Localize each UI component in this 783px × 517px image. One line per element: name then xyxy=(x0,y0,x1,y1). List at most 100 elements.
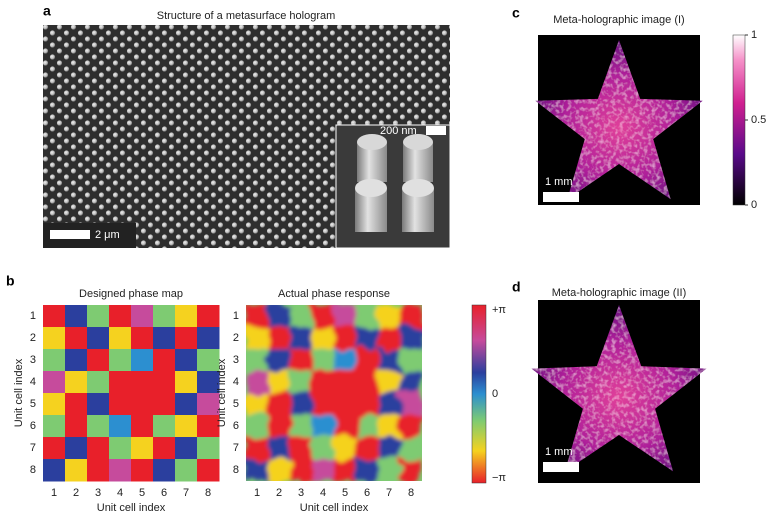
phase-cell xyxy=(65,393,88,416)
phase-cell xyxy=(43,459,66,482)
colorbar xyxy=(732,34,746,206)
phase-cell xyxy=(131,459,154,482)
phase-cell xyxy=(290,415,313,438)
phase-cell xyxy=(334,393,357,416)
phase-cell xyxy=(312,327,335,350)
phase-cell xyxy=(334,327,357,350)
x-tick-label: 2 xyxy=(73,487,79,499)
phase-cell xyxy=(312,459,335,481)
y-tick-label: 3 xyxy=(233,354,239,366)
phase-cell xyxy=(153,371,176,394)
phase-cell xyxy=(43,393,66,416)
phase-cell xyxy=(65,349,88,372)
phase-cell xyxy=(356,305,379,328)
y-tick-label: 5 xyxy=(30,398,36,410)
colorbar-label: 0 xyxy=(492,388,498,400)
phase-cell xyxy=(197,459,220,482)
phase-cell xyxy=(65,415,88,438)
phase-cell xyxy=(43,415,66,438)
phase-cell xyxy=(246,393,269,416)
colorbar-label: −π xyxy=(492,472,506,484)
phase-cell xyxy=(246,327,269,350)
scale-bar-label: 2 μm xyxy=(95,229,120,241)
phase-cell xyxy=(268,305,291,328)
phase-cell xyxy=(175,415,198,438)
phase-cell xyxy=(109,305,132,328)
phase-cell xyxy=(109,349,132,372)
panel-title: Meta-holographic image (I) xyxy=(553,14,684,26)
phase-cell xyxy=(153,327,176,350)
panel-label: c xyxy=(512,5,520,21)
phase-cell xyxy=(43,305,66,328)
phase-cell xyxy=(268,393,291,416)
phase-cell xyxy=(356,415,379,438)
phase-cell xyxy=(109,327,132,350)
y-tick-label: 3 xyxy=(30,354,36,366)
y-tick-label: 7 xyxy=(233,442,239,454)
panel-title: Structure of a metasurface hologram xyxy=(157,10,336,22)
star xyxy=(531,305,707,472)
phase-cell xyxy=(246,415,269,438)
phase-cell xyxy=(175,371,198,394)
phase-cell xyxy=(65,437,88,460)
y-tick-label: 1 xyxy=(30,310,36,322)
phase-cell xyxy=(153,415,176,438)
x-tick-label: 5 xyxy=(139,487,145,499)
phase-cell xyxy=(334,459,357,481)
y-tick-label: 8 xyxy=(233,464,239,476)
x-tick-label: 1 xyxy=(51,487,57,499)
phase-cell xyxy=(175,437,198,460)
phase-cell xyxy=(312,305,335,328)
phase-cell xyxy=(197,371,220,394)
y-tick-label: 8 xyxy=(30,464,36,476)
x-tick-label: 3 xyxy=(95,487,101,499)
phase-cell xyxy=(290,327,313,350)
phase-cell xyxy=(312,393,335,416)
phase-cell xyxy=(43,349,66,372)
phase-cell xyxy=(131,349,154,372)
phase-cell xyxy=(197,415,220,438)
phase-cell xyxy=(175,305,198,328)
y-axis-label: Unit cell index xyxy=(13,358,25,427)
phase-cell xyxy=(400,327,422,350)
phase-cell xyxy=(153,305,176,328)
phase-cell xyxy=(65,459,88,482)
phase-cell xyxy=(153,349,176,372)
x-tick-label: 7 xyxy=(386,487,392,499)
phase-cell xyxy=(87,437,110,460)
scale-bar xyxy=(543,192,579,202)
phase-cell xyxy=(356,459,379,481)
y-tick-label: 1 xyxy=(233,310,239,322)
phase-cell xyxy=(109,393,132,416)
phase-cell xyxy=(153,459,176,482)
phase-cell xyxy=(131,371,154,394)
phase-cell xyxy=(153,437,176,460)
phase-cell xyxy=(65,327,88,350)
phase-cell xyxy=(378,459,401,481)
phase-cell xyxy=(378,305,401,328)
x-axis-label: Unit cell index xyxy=(300,502,369,514)
phase-cell xyxy=(87,393,110,416)
y-tick-label: 7 xyxy=(30,442,36,454)
phase-cell xyxy=(175,327,198,350)
phase-cell xyxy=(334,349,357,372)
phase-cell xyxy=(175,459,198,482)
phase-cell xyxy=(131,327,154,350)
panel-label: b xyxy=(6,273,15,289)
phase-cell xyxy=(334,305,357,328)
y-tick-label: 6 xyxy=(233,420,239,432)
scale-bar xyxy=(543,462,579,472)
phase-cell xyxy=(268,459,291,481)
phase-cell xyxy=(290,393,313,416)
phase-cell xyxy=(175,393,198,416)
y-tick-label: 6 xyxy=(30,420,36,432)
phase-cell xyxy=(131,415,154,438)
phase-cell xyxy=(356,393,379,416)
phase-cell xyxy=(378,415,401,438)
colorbar-label: +π xyxy=(492,304,506,316)
star xyxy=(535,40,703,200)
phase-cell xyxy=(175,349,198,372)
phase-cell xyxy=(87,327,110,350)
phase-cell xyxy=(400,459,422,481)
phase-cell xyxy=(290,437,313,460)
